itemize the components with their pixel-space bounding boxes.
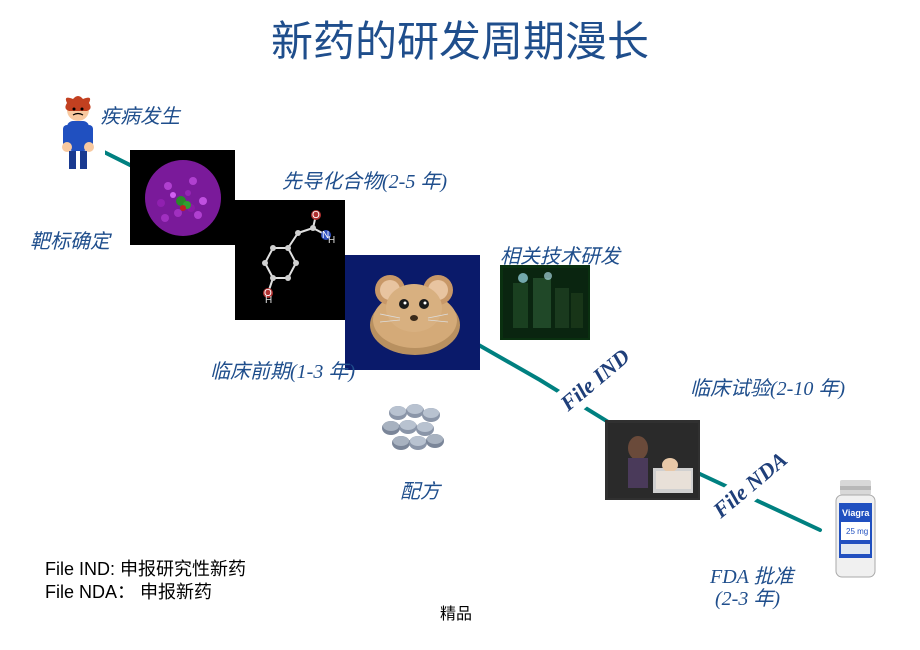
protein-structure-image [130, 150, 235, 245]
drug-bottle-image: Viagra 25 mg [825, 475, 885, 585]
clinical-trial-image [605, 420, 700, 500]
pills-image [370, 390, 455, 465]
technology-image [500, 265, 590, 340]
svg-text:H: H [328, 235, 335, 246]
svg-text:H: H [265, 295, 272, 306]
patient-illustration [50, 90, 105, 180]
file-nda-marker: File NDA [702, 441, 798, 529]
disease-label: 疾病发生 [100, 100, 180, 129]
lead-compound-label: 先导化合物(2-5 年) [282, 165, 447, 194]
clinical-trial-label: 临床试验(2-10 年) [690, 372, 845, 401]
technology-label: 相关技术研发 [500, 240, 620, 269]
preclinical-label: 临床前期(1-3 年) [210, 355, 355, 384]
svg-text:O: O [312, 210, 320, 221]
title-text: 新药的研发周期漫长 [271, 20, 649, 66]
fda-duration-label: (2-3 年) [715, 582, 780, 611]
formulation-label: 配方 [400, 475, 440, 504]
target-label: 靶标确定 [30, 225, 110, 254]
svg-text:25 mg: 25 mg [846, 527, 868, 536]
molecule-structure-image: O N O H H [235, 200, 345, 320]
file-ind-marker: File IND [549, 338, 641, 422]
legend-nda: File NDA： 申报新药 [45, 578, 212, 604]
page-title: 新药的研发周期漫长 [0, 8, 920, 69]
svg-text:Viagra: Viagra [842, 508, 870, 518]
lab-mouse-image [345, 255, 480, 370]
footer-text: 精品 [440, 600, 472, 624]
